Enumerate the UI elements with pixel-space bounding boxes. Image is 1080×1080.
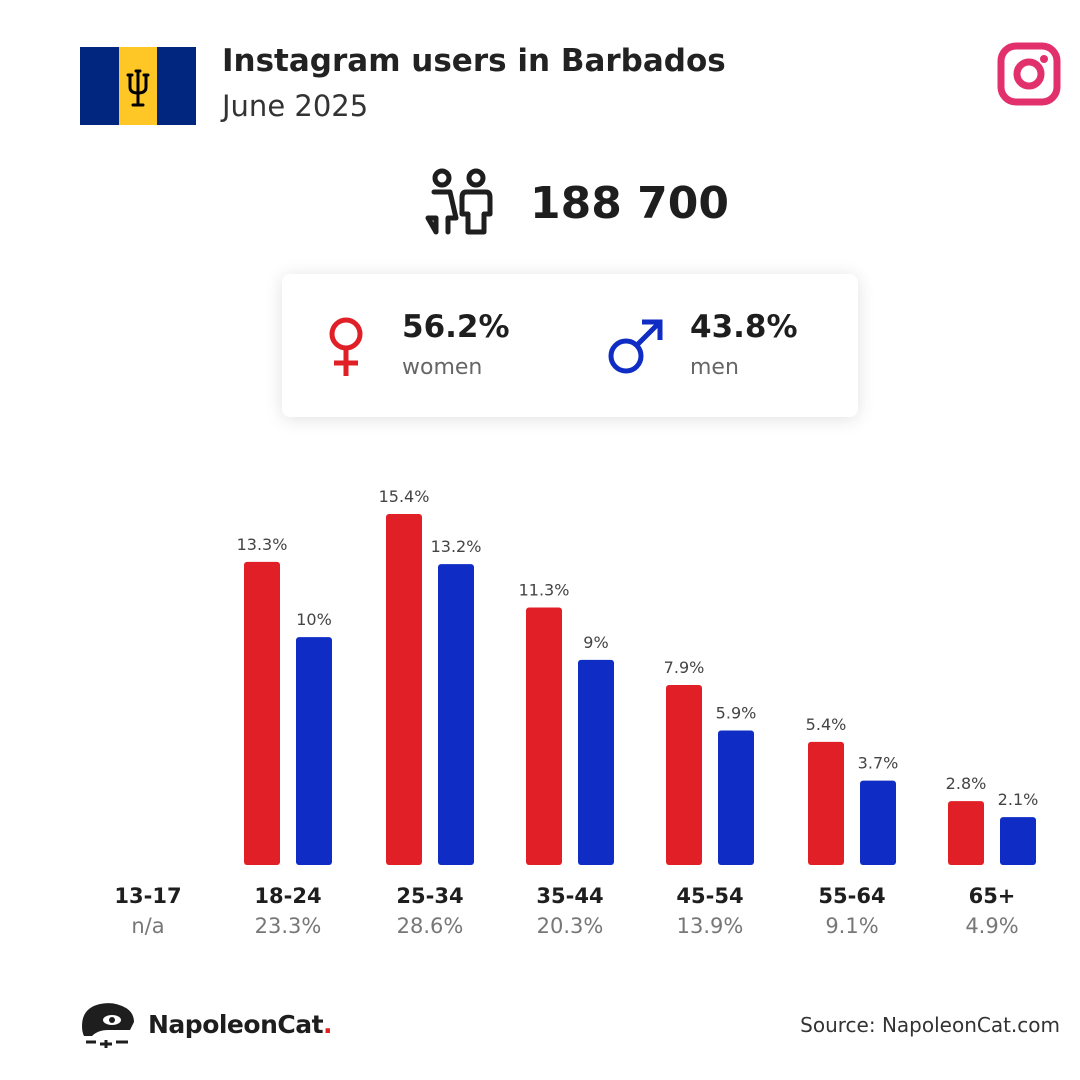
bar-women-55-64 [808,741,844,865]
category-18-24: 18-24 23.3% [218,884,358,938]
category-total: 20.3% [536,914,604,938]
bar-women-25-34 [386,514,422,865]
category-25-34: 25-34 28.6% [360,884,500,938]
brand-dot: . [323,1010,333,1039]
bar-women-35-44 [526,607,562,865]
data-label-men-45-54: 5.9% [716,704,757,723]
brand-text: NapoleonCat [148,1010,324,1039]
category-total: 4.9% [965,914,1019,938]
women-label: women [402,355,483,380]
bar-women-65+ [948,801,984,865]
data-label-men-55-64: 3.7% [858,754,899,773]
category-label: 65+ [968,884,1016,908]
category-label: 35-44 [536,884,604,908]
source-credit: Source: NapoleonCat.com [800,1013,1060,1037]
data-label-women-25-34: 15.4% [379,487,430,506]
category-label: 55-64 [818,884,886,908]
data-label-women-35-44: 11.3% [519,580,570,599]
data-label-men-65+: 2.1% [998,790,1039,809]
barbados-flag-icon [80,47,196,125]
page-title: Instagram users in Barbados [222,43,726,79]
bar-men-25-34 [438,564,474,865]
category-label: 18-24 [254,884,322,908]
instagram-icon [997,42,1061,106]
bar-women-45-54 [666,684,702,865]
category-label: 25-34 [396,884,464,908]
gender-split-card: 56.2% women 43.8% men [282,274,858,417]
data-label-women-55-64: 5.4% [806,715,847,734]
category-35-44: 35-44 20.3% [500,884,640,938]
napoleoncat-logo-icon [82,1003,134,1048]
category-total: n/a [131,914,165,938]
men-label: men [690,355,739,380]
bar-women-18-24 [244,561,280,865]
age-gender-bar-chart: 13.3% 10% 15.4% 13.2% 11.3% 9% 7.9% 5.9% 5.4% 3.7… [237,487,1039,865]
category-label: 45-54 [676,884,744,908]
category-45-54: 45-54 13.9% [640,884,780,938]
men-percentage: 43.8% [690,309,798,345]
bar-men-18-24 [296,637,332,865]
bar-men-55-64 [860,780,896,865]
data-label-men-35-44: 9% [583,633,608,652]
category-label: 13-17 [114,884,182,908]
brand-name: NapoleonCat. [148,1010,333,1039]
category-total: 13.9% [676,914,744,938]
category-total: 23.3% [254,914,322,938]
people-icon [425,168,493,235]
bar-men-35-44 [578,659,614,865]
category-65+: 65+ 4.9% [922,884,1062,938]
data-label-men-25-34: 13.2% [431,537,482,556]
total-users: 188 700 [424,168,729,238]
category-total: 28.6% [396,914,464,938]
women-percentage: 56.2% [402,309,510,345]
data-label-women-45-54: 7.9% [664,658,705,677]
data-label-women-65+: 2.8% [946,774,987,793]
total-users-value: 188 700 [530,177,730,229]
category-total: 9.1% [825,914,879,938]
data-label-men-18-24: 10% [296,610,332,629]
female-symbol-icon [329,317,363,376]
bar-men-45-54 [718,730,754,865]
bar-men-65+ [1000,817,1036,865]
category-13-17: 13-17 n/a [78,884,218,938]
male-symbol-icon [608,319,663,374]
page-subtitle: June 2025 [222,89,369,123]
category-55-64: 55-64 9.1% [782,884,922,938]
data-label-women-18-24: 13.3% [237,535,288,554]
